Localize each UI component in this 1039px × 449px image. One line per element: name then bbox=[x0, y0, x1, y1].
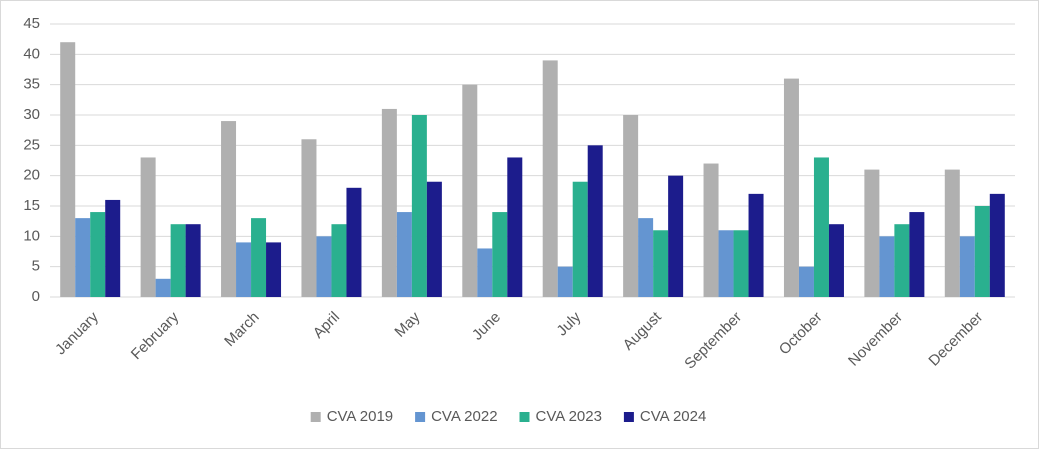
bar bbox=[572, 181, 588, 297]
bar bbox=[507, 157, 523, 297]
y-tick-label: 45 bbox=[23, 15, 40, 32]
legend-swatch bbox=[415, 412, 426, 422]
bar bbox=[959, 236, 975, 297]
bar bbox=[396, 212, 412, 297]
bar bbox=[783, 78, 799, 297]
y-tick-label: 10 bbox=[23, 227, 40, 244]
y-tick-label: 5 bbox=[32, 258, 40, 275]
bar bbox=[266, 242, 282, 297]
legend-swatch bbox=[519, 412, 530, 422]
y-tick-label: 15 bbox=[23, 197, 40, 214]
bar bbox=[879, 236, 895, 297]
bar bbox=[638, 218, 654, 297]
bar bbox=[105, 199, 121, 297]
bar bbox=[90, 212, 106, 297]
legend-label: CVA 2024 bbox=[640, 408, 706, 425]
bar bbox=[894, 224, 910, 297]
bar bbox=[60, 42, 76, 298]
bar bbox=[411, 115, 427, 297]
bar bbox=[316, 236, 332, 297]
y-tick-label: 0 bbox=[32, 288, 40, 305]
bar bbox=[251, 218, 267, 297]
bar bbox=[462, 84, 478, 298]
bar bbox=[221, 121, 237, 297]
bar bbox=[236, 242, 252, 297]
bar bbox=[668, 175, 684, 297]
bar bbox=[813, 157, 829, 297]
bar bbox=[653, 230, 669, 297]
bar bbox=[155, 278, 171, 297]
bar bbox=[944, 169, 960, 297]
legend-swatch bbox=[310, 412, 321, 422]
bar bbox=[974, 206, 990, 297]
bar bbox=[623, 115, 639, 297]
bar bbox=[828, 224, 844, 297]
bar bbox=[140, 157, 156, 297]
bar bbox=[557, 266, 573, 297]
legend-label: CVA 2023 bbox=[536, 408, 602, 425]
bar bbox=[718, 230, 734, 297]
bar bbox=[185, 224, 201, 297]
y-tick-label: 30 bbox=[23, 106, 40, 123]
y-tick-label: 20 bbox=[23, 167, 40, 184]
bar bbox=[703, 163, 719, 297]
y-tick-label: 25 bbox=[23, 136, 40, 153]
bar bbox=[587, 145, 603, 297]
bar bbox=[426, 181, 442, 297]
bar bbox=[542, 60, 558, 298]
y-tick-label: 35 bbox=[23, 76, 40, 93]
bar bbox=[748, 193, 764, 297]
bar bbox=[733, 230, 749, 297]
bar bbox=[989, 193, 1005, 297]
bar bbox=[170, 224, 186, 297]
bar bbox=[864, 169, 880, 297]
bar bbox=[909, 212, 925, 297]
bar bbox=[381, 108, 397, 297]
bar bbox=[75, 218, 91, 297]
legend-swatch bbox=[623, 412, 634, 422]
bar bbox=[477, 248, 493, 297]
bar bbox=[301, 139, 317, 297]
bar bbox=[798, 266, 814, 297]
legend-label: CVA 2022 bbox=[431, 408, 497, 425]
bar bbox=[492, 212, 508, 297]
bar bbox=[331, 224, 347, 297]
bar bbox=[346, 187, 362, 297]
legend-label: CVA 2019 bbox=[327, 408, 393, 425]
y-tick-label: 40 bbox=[23, 45, 40, 62]
